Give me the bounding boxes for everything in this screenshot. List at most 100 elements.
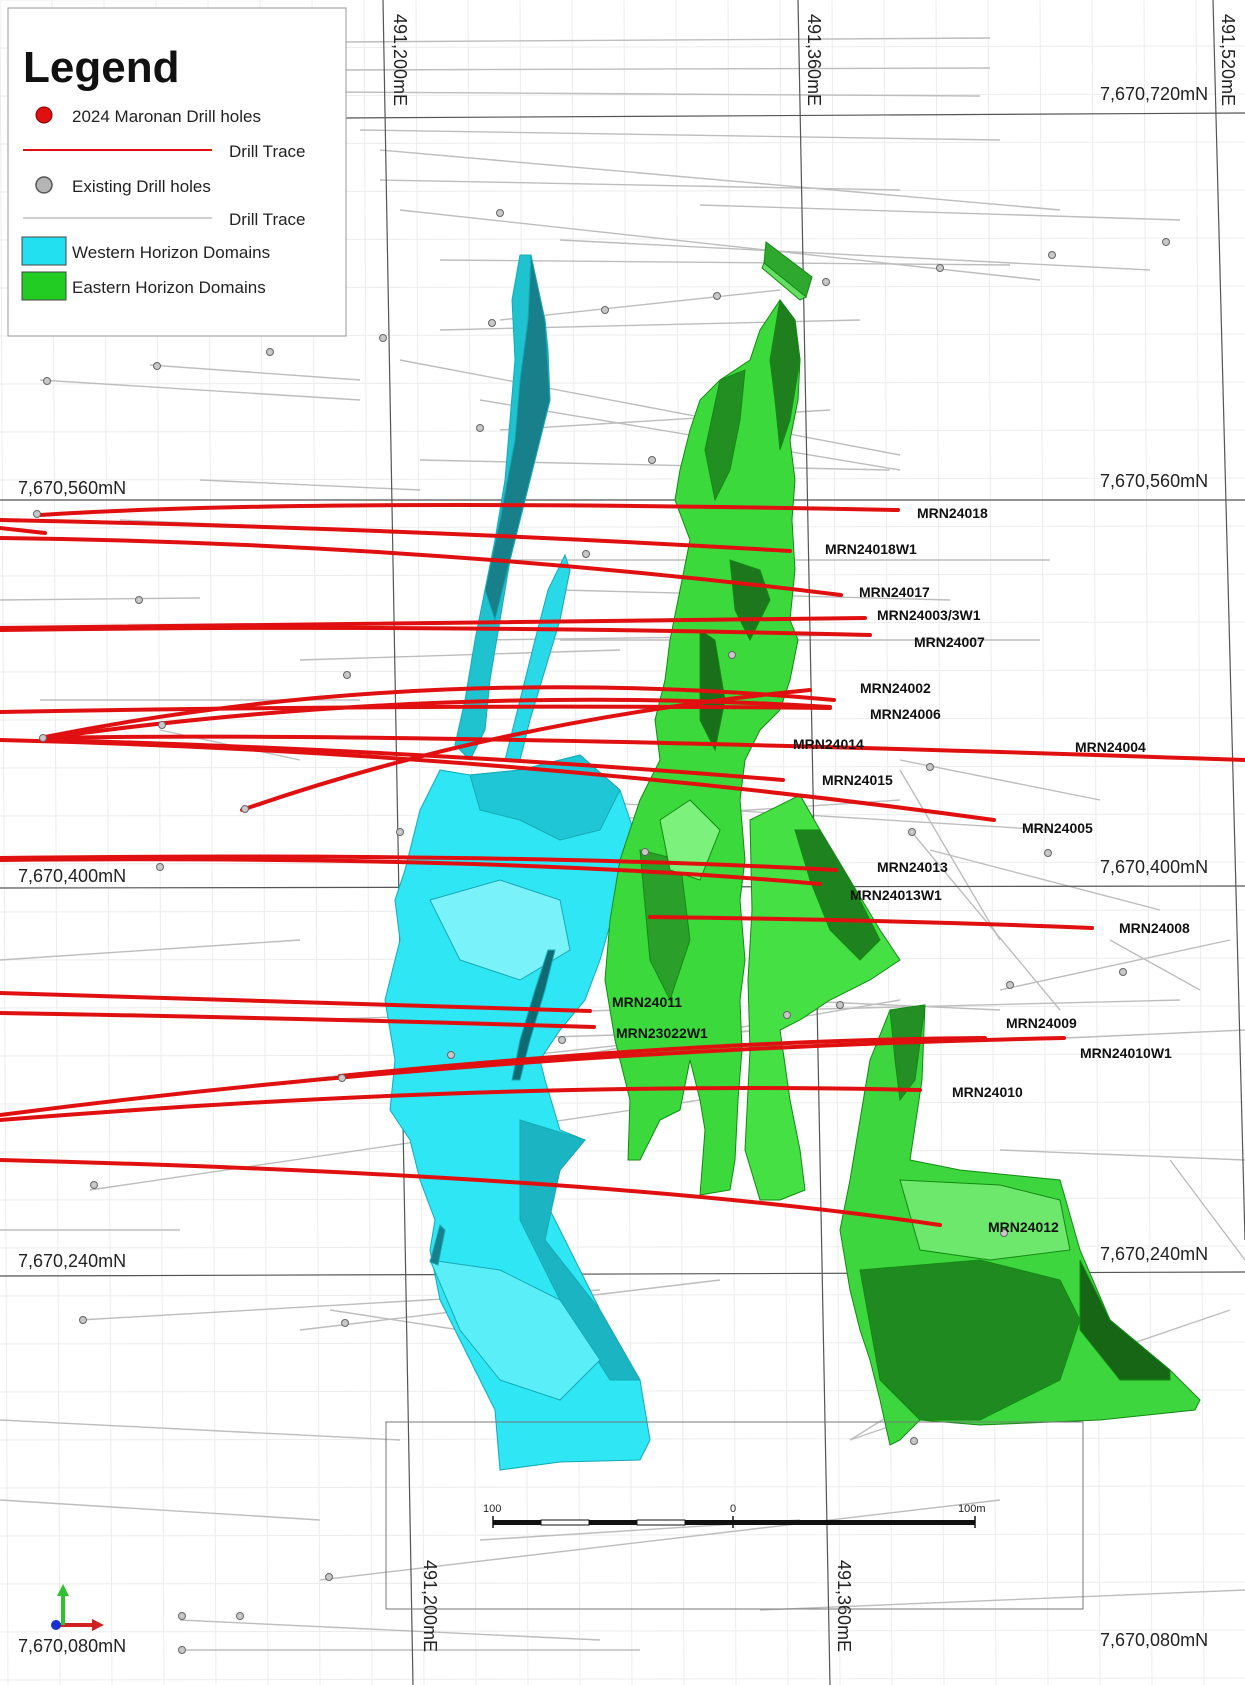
grid-line-v (0, 0, 9, 1685)
existing-drill-trace (39, 379, 361, 401)
existing-collar (1000, 1229, 1008, 1237)
existing-drill-trace (0, 597, 201, 601)
legend-label-existing-holes: Existing Drill holes (72, 177, 211, 196)
existing-collar (396, 828, 404, 836)
existing-collar (1048, 251, 1056, 259)
grid-line-v (1195, 0, 1205, 1685)
drill-trace-2024 (0, 518, 792, 553)
existing-drill-trace (929, 849, 1161, 911)
existing-collar (39, 734, 47, 742)
drill-trace-2024 (0, 1086, 922, 1122)
existing-drill-trace (339, 67, 991, 71)
existing-collar (601, 306, 609, 314)
label-MRN24018W1: MRN24018W1 (825, 541, 917, 557)
existing-drill-trace (759, 1589, 1245, 1611)
existing-drill-trace (149, 364, 361, 381)
label-MRN24003-3W1: MRN24003/3W1 (877, 607, 981, 623)
easting-labels: 491,200mE 491,360mE 491,520mE 491,200mE … (390, 14, 1238, 1652)
existing-collar (379, 334, 387, 342)
grid-line-h (0, 1149, 1245, 1153)
label-MRN24018: MRN24018 (917, 505, 988, 521)
grid-line-h (0, 1485, 1245, 1489)
drill-trace-2024 (0, 854, 838, 872)
grid-line-v (987, 0, 997, 1685)
grid-line-h (0, 429, 1245, 433)
drill-trace-2024 (648, 915, 1094, 930)
legend-label-grey-trace: Drill Trace (229, 210, 306, 229)
western-domain-shade-4 (429, 1259, 601, 1401)
legend-label-western: Western Horizon Domains (72, 243, 270, 262)
drill-trace-2024 (240, 688, 812, 812)
label-MRN24004: MRN24004 (1075, 739, 1146, 755)
scale-bar: 100 0 100m (483, 1503, 986, 1528)
label-MRN24005: MRN24005 (1022, 820, 1093, 836)
existing-collar (158, 721, 166, 729)
western-thin-strand (511, 949, 556, 1081)
scale-label-right: 100m (958, 1503, 986, 1515)
label-MRN24010: MRN24010 (952, 1084, 1023, 1100)
easting-label-bottom-360: 491,360mE (834, 1560, 854, 1652)
legend-label-red-trace: Drill Trace (229, 142, 306, 161)
northing-label-left-080: 7,670,080mN (18, 1636, 126, 1656)
easting-line-200 (382, 0, 414, 1685)
grid-line-v (1143, 0, 1153, 1685)
eastern-mid-pod (744, 794, 901, 1201)
northing-label-right-080: 7,670,080mN (1100, 1630, 1208, 1650)
easting-label-bottom-200: 491,200mE (420, 1560, 440, 1652)
grid-line-h (0, 1101, 1245, 1105)
existing-drill-trace (439, 319, 861, 331)
legend-label-eastern: Eastern Horizon Domains (72, 278, 266, 297)
eastern-south-dark-1 (859, 1259, 1081, 1421)
existing-collar (783, 1011, 791, 1019)
existing-collar (836, 1001, 844, 1009)
existing-drill-trace (89, 1099, 701, 1191)
existing-collar (476, 424, 484, 432)
existing-drill-trace (379, 149, 1061, 211)
grid-line-h (0, 1629, 1245, 1633)
existing-collar (936, 264, 944, 272)
grid-line-h (0, 381, 1245, 385)
western-upper-limb-dark (484, 254, 551, 622)
drill-trace-2024 (38, 503, 900, 517)
existing-collar (266, 348, 274, 356)
existing-drill-trace (359, 129, 1001, 141)
western-domain-shade-2 (429, 879, 571, 981)
label-MRN24017: MRN24017 (859, 584, 930, 600)
existing-collar (135, 596, 143, 604)
existing-drill-trace (0, 939, 301, 961)
drill-trace-2024 (338, 1036, 987, 1078)
grid-line-h (0, 1581, 1245, 1585)
existing-drill-trace (399, 209, 1041, 281)
existing-drill-trace (909, 829, 1061, 1011)
existing-drill-trace (1169, 1159, 1245, 1261)
existing-drill-trace (299, 649, 621, 661)
existing-collar (178, 1646, 186, 1654)
western-lower-sliver (429, 1224, 446, 1266)
existing-drill-trace (0, 1419, 401, 1441)
eastern-central-dark-1 (769, 298, 801, 451)
grid-line-v (1039, 0, 1049, 1685)
drill-hole-labels: MRN24018 MRN24018W1 MRN24017 MRN24003/3W… (612, 505, 1190, 1235)
northing-line-720 (339, 112, 1245, 119)
label-MRN24006: MRN24006 (870, 706, 941, 722)
eastern-south-dark-2 (1079, 1259, 1171, 1381)
existing-drill-trace (339, 37, 991, 43)
axis-triad-icon (51, 1584, 104, 1631)
existing-collar (447, 1051, 455, 1059)
cyan-box-icon (21, 236, 67, 266)
existing-drill-trace (559, 239, 1151, 271)
northing-label-right-720: 7,670,720mN (1100, 84, 1208, 104)
label-MRN24014: MRN24014 (793, 736, 864, 752)
drill-trace-2024 (0, 1158, 942, 1227)
western-domain-shade-1 (469, 754, 621, 841)
eastern-south-light (899, 1179, 1071, 1261)
easting-line-520 (1212, 0, 1245, 1241)
grid-line-h (0, 669, 1245, 673)
drill-trace-2024 (0, 857, 822, 886)
label-MRN24010W1: MRN24010W1 (1080, 1045, 1172, 1061)
existing-collar (926, 763, 934, 771)
red-dot-icon (35, 106, 53, 124)
existing-collar (496, 209, 504, 217)
existing-collar (156, 863, 164, 871)
existing-collar (713, 292, 721, 300)
